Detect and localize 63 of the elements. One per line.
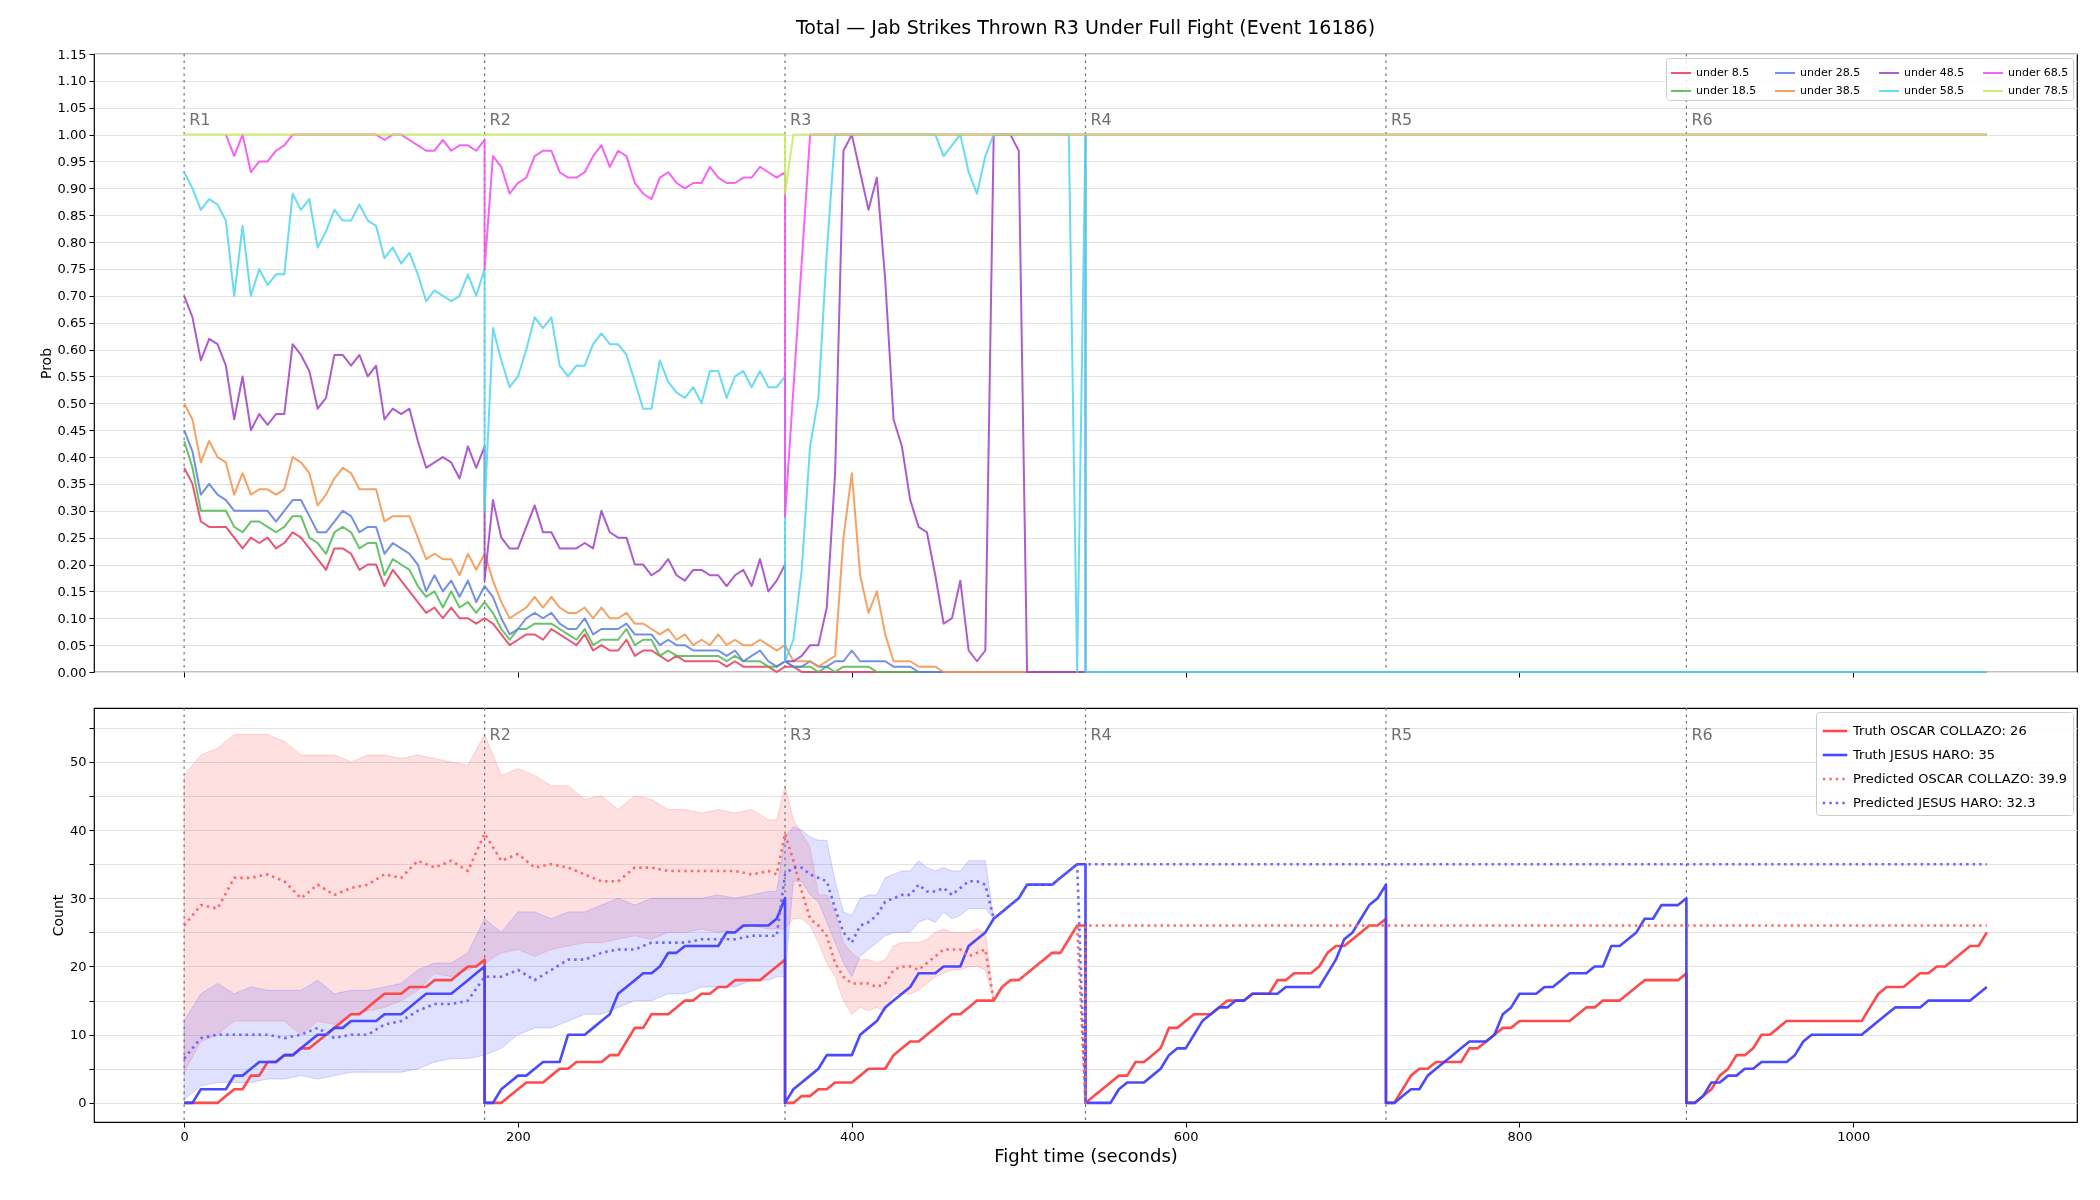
legend-label: Truth JESUS HARO: 35	[1852, 747, 1996, 762]
ref-line-label: R5	[1390, 725, 1413, 744]
x-tick-label: 200	[506, 1128, 531, 1144]
y-tick-label: 0.40	[57, 449, 87, 465]
legend-label: under 48.5	[1904, 66, 1965, 79]
y-tick-label: 30	[69, 890, 87, 906]
ref-line-label: R6	[1691, 110, 1713, 129]
y-tick-label: 40	[69, 822, 87, 838]
legend-label: under 28.5	[1800, 66, 1861, 79]
y-tick-label: 0.15	[57, 583, 87, 599]
legend-label: under 78.5	[2008, 84, 2069, 97]
ref-line-label: R4	[1090, 725, 1112, 744]
y-tick-label: 0.25	[57, 530, 87, 546]
y-tick-label: 0.20	[57, 557, 87, 573]
x-tick-label: 600	[1173, 1128, 1199, 1144]
y-axis-title: Count	[49, 894, 66, 937]
y-tick-label: 0.75	[57, 261, 87, 277]
x-axis-title: Fight time (seconds)	[994, 1144, 1178, 1166]
y-tick-label: 20	[69, 958, 87, 974]
legend-label: under 18.5	[1696, 84, 1757, 97]
y-tick-label: 0.55	[57, 368, 87, 384]
legend-label: under 8.5	[1696, 66, 1750, 79]
ref-line-label: R3	[790, 110, 812, 129]
y-tick-label: 0.80	[57, 234, 87, 250]
legend-label: Predicted JESUS HARO: 32.3	[1853, 795, 2036, 810]
x-tick-label: 1000	[1837, 1128, 1871, 1144]
ref-line-label: R4	[1090, 110, 1112, 129]
y-tick-label: 0.50	[57, 395, 87, 411]
ref-line-label: R2	[489, 110, 511, 129]
legend-label: Predicted OSCAR COLLAZO: 39.9	[1853, 771, 2068, 786]
y-tick-label: 0.65	[57, 315, 87, 331]
y-tick-label: 0.10	[57, 610, 87, 626]
y-tick-label: 0.95	[57, 153, 87, 169]
y-tick-label: 1.15	[57, 46, 87, 62]
y-tick-label: 0.70	[57, 288, 87, 304]
y-tick-label: 50	[69, 754, 87, 770]
y-tick-label: 0.45	[57, 422, 87, 438]
y-tick-label: 0.35	[57, 476, 87, 492]
ref-line-label: R1	[189, 110, 211, 129]
y-tick-label: 0.00	[57, 664, 87, 680]
x-tick-label: 400	[839, 1128, 865, 1144]
ref-line-label: R5	[1390, 110, 1413, 129]
ref-line-label: R6	[1691, 725, 1713, 744]
chart-title: Total — Jab Strikes Thrown R3 Under Full Fight (Event 16186)	[794, 16, 1376, 38]
x-tick-label: 800	[1507, 1128, 1533, 1144]
x-tick-label: 0	[180, 1128, 189, 1144]
y-tick-label: 0	[78, 1095, 87, 1111]
y-axis-title: Prob	[37, 347, 54, 380]
y-tick-label: 0.05	[57, 637, 87, 653]
legend-label: under 58.5	[1904, 84, 1965, 97]
legend-label: Truth OSCAR COLLAZO: 26	[1852, 723, 2027, 738]
y-tick-label: 10	[69, 1027, 87, 1043]
y-tick-label: 0.85	[57, 207, 87, 223]
y-tick-label: 1.05	[57, 100, 87, 116]
y-tick-label: 0.60	[57, 342, 87, 358]
y-tick-label: 0.90	[57, 180, 87, 196]
y-tick-label: 0.30	[57, 503, 87, 519]
ref-line-label: R3	[790, 725, 812, 744]
y-tick-label: 1.10	[57, 73, 87, 89]
legend-label: under 38.5	[1800, 84, 1861, 97]
y-tick-label: 1.00	[57, 127, 87, 143]
legend-label: under 68.5	[2008, 66, 2069, 79]
ref-line-label: R2	[489, 725, 511, 744]
